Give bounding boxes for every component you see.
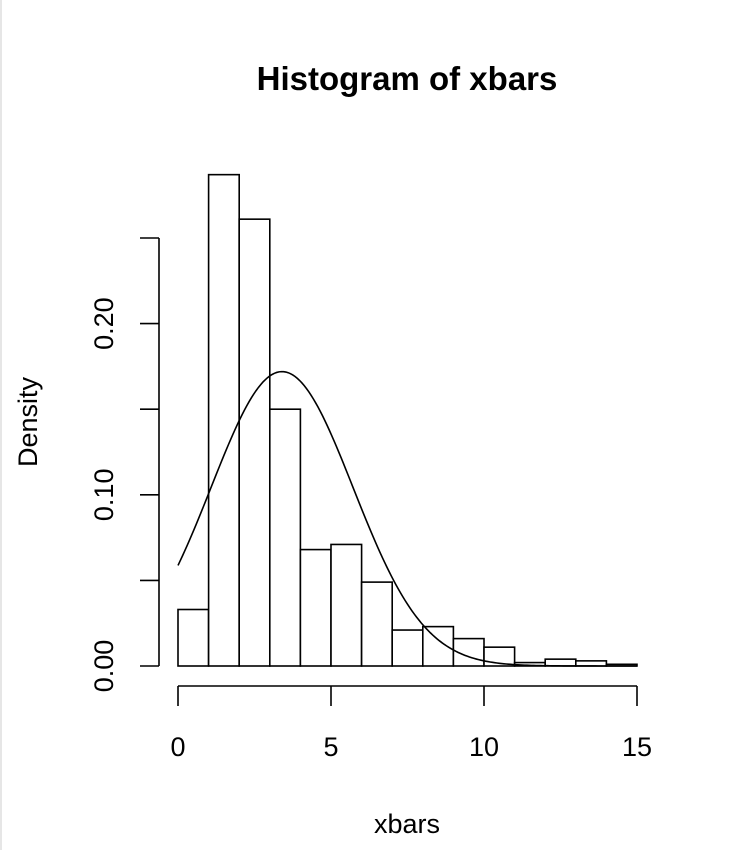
histogram-bar-3: [268, 408, 302, 667]
y-axis-label: Density: [13, 376, 43, 467]
histogram-bar-4: [299, 548, 332, 667]
density-curve: [177, 370, 637, 667]
y-tick-label-2: 0.10: [89, 469, 119, 522]
histogram-bar-8: [421, 625, 455, 667]
histogram-bar-10: [483, 646, 516, 667]
chart-title: Histogram of xbars: [257, 60, 558, 97]
x-tick-label-0: 0: [170, 732, 185, 762]
y-axis: 0.00 0.10 0.20: [89, 237, 160, 693]
x-tick-label-1: 5: [323, 732, 338, 762]
left-border: [0, 0, 2, 850]
histogram-bar-2: [238, 218, 271, 667]
x-tick-label-3: 15: [622, 732, 652, 762]
histogram-bar-0: [177, 608, 210, 667]
histogram-bar-7: [391, 629, 424, 667]
bars-group: [177, 173, 638, 667]
x-tick-label-2: 10: [469, 732, 499, 762]
histogram-bar-6: [360, 581, 394, 667]
y-tick-label-0: 0.00: [89, 640, 119, 693]
x-axis-label: xbars: [374, 809, 440, 839]
histogram-bar-1: [207, 173, 241, 667]
y-tick-label-4: 0.20: [89, 297, 119, 350]
histogram-bar-5: [330, 543, 363, 667]
x-axis: 0 5 10 15: [170, 685, 652, 762]
